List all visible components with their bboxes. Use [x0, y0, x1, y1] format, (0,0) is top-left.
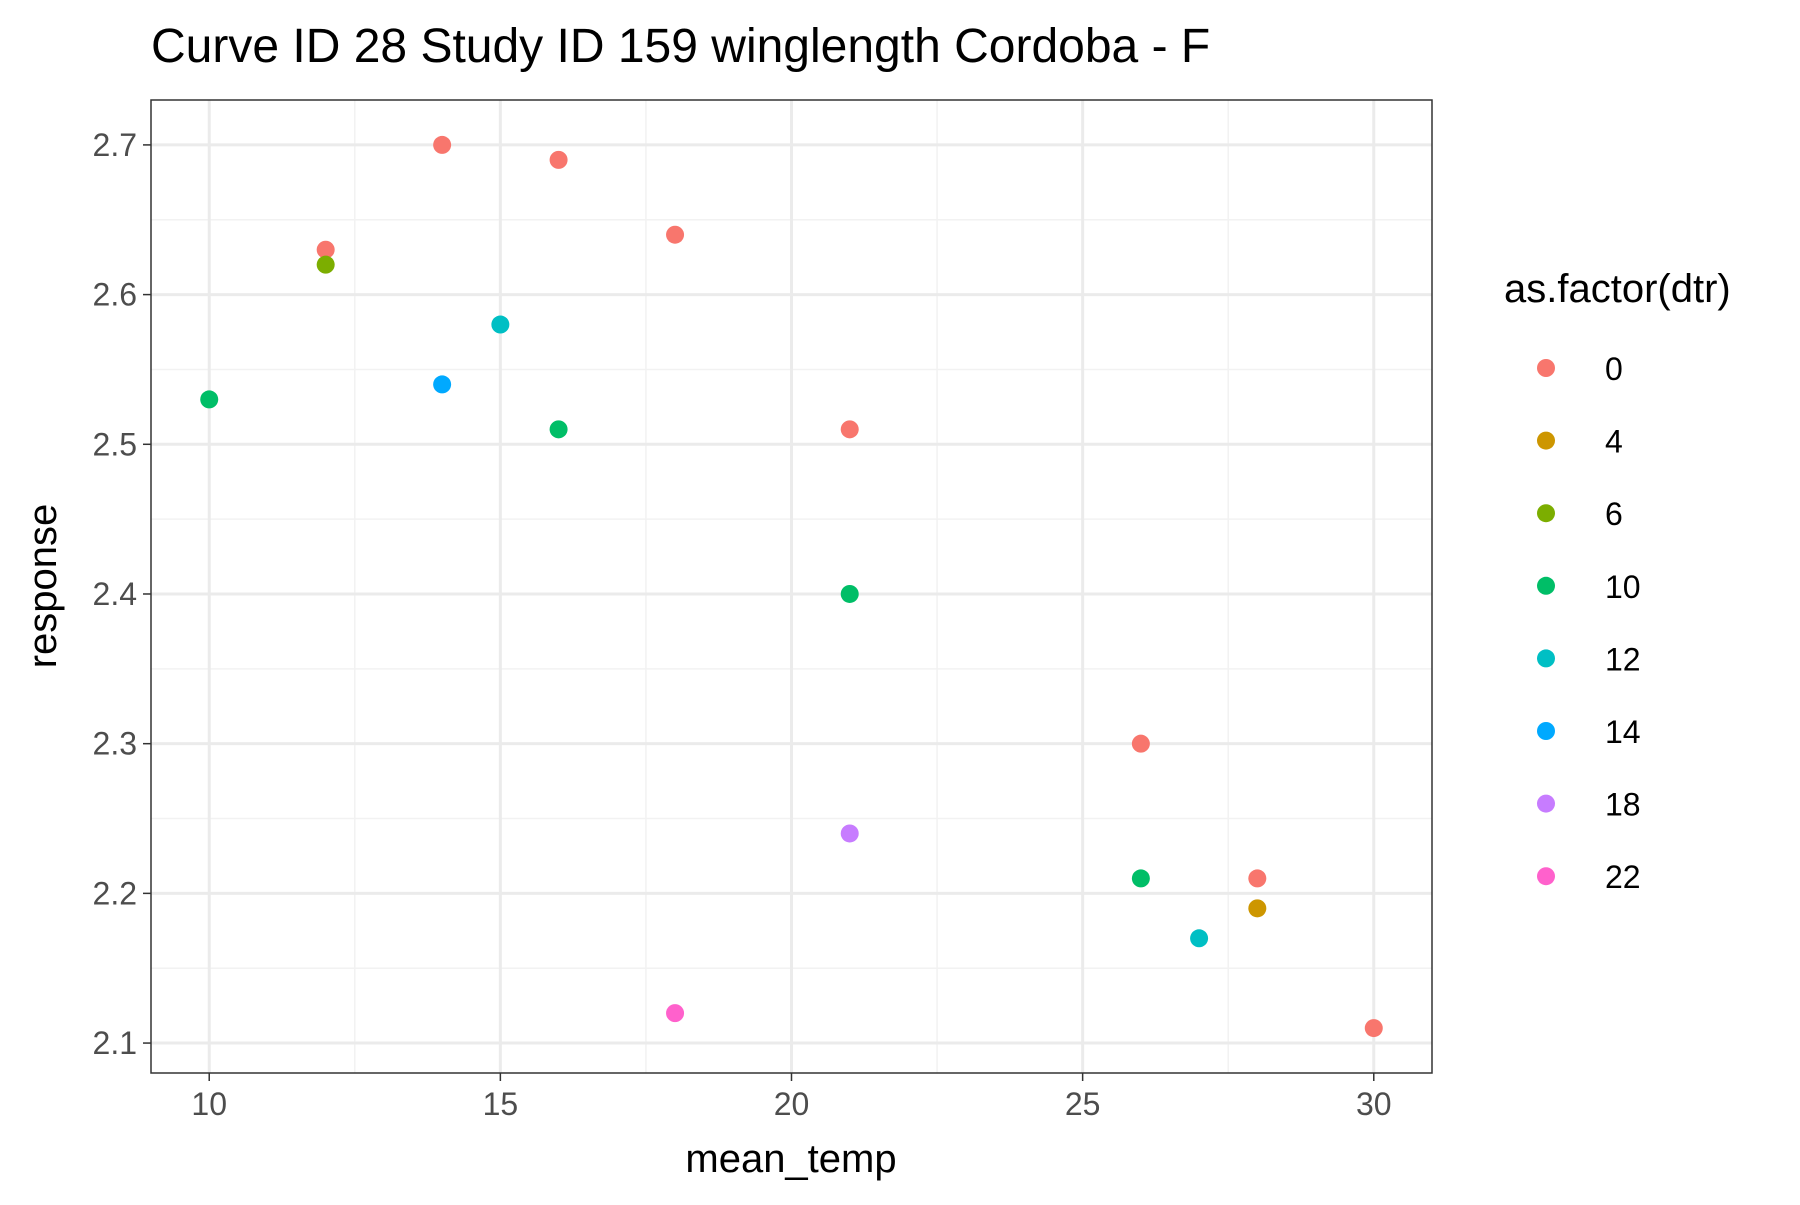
- y-tick-label: 2.4: [93, 576, 137, 612]
- data-point: [840, 824, 859, 843]
- data-point: [666, 225, 685, 244]
- legend-label: 0: [1605, 351, 1623, 387]
- legend-label: 6: [1605, 496, 1623, 532]
- chart-title: Curve ID 28 Study ID 159 winglength Cord…: [151, 20, 1210, 73]
- data-point: [1248, 869, 1267, 888]
- data-point: [549, 150, 568, 169]
- data-point: [200, 390, 219, 409]
- data-points: [200, 135, 1383, 1038]
- data-point: [1131, 869, 1150, 888]
- legend: as.factor(dtr) 0 4 6 10 12 14 18 22: [1504, 267, 1731, 895]
- data-point: [549, 420, 568, 439]
- data-point: [1190, 929, 1209, 948]
- legend-key: [1537, 504, 1555, 523]
- legend-label: 22: [1605, 859, 1641, 895]
- y-tick-label: 2.3: [93, 726, 137, 762]
- y-tick-label: 2.6: [93, 277, 137, 313]
- x-tick-label: 20: [774, 1086, 810, 1122]
- legend-label: 10: [1605, 569, 1641, 605]
- legend-key: [1537, 576, 1555, 595]
- legend-title: as.factor(dtr): [1504, 267, 1731, 311]
- x-axis-label: mean_temp: [685, 1137, 896, 1181]
- x-axis: 10 15 20 25 30: [191, 1073, 1392, 1122]
- legend-key: [1537, 359, 1555, 377]
- x-tick-label: 30: [1356, 1086, 1392, 1122]
- data-point: [1131, 734, 1150, 753]
- x-tick-label: 25: [1065, 1086, 1101, 1122]
- legend-label: 4: [1605, 424, 1623, 460]
- grid: [151, 100, 1432, 1073]
- y-tick-label: 2.1: [93, 1025, 137, 1061]
- legend-label: 14: [1605, 714, 1641, 750]
- legend-key: [1537, 649, 1555, 668]
- x-tick-label: 10: [191, 1086, 227, 1122]
- data-point: [840, 584, 859, 603]
- data-point: [316, 240, 335, 259]
- data-point: [316, 255, 335, 274]
- data-point: [666, 1004, 685, 1023]
- legend-key: [1537, 794, 1555, 813]
- data-point: [1248, 899, 1267, 918]
- data-point: [840, 420, 859, 439]
- data-point: [433, 375, 452, 394]
- y-axis-label: response: [21, 504, 65, 669]
- y-axis: 2.1 2.2 2.3 2.4 2.5 2.6 2.7: [93, 127, 151, 1061]
- legend-key: [1537, 431, 1555, 450]
- y-tick-label: 2.2: [93, 875, 137, 911]
- data-point: [433, 135, 452, 154]
- y-tick-label: 2.7: [93, 127, 137, 163]
- legend-label: 18: [1605, 787, 1641, 823]
- legend-key: [1537, 867, 1555, 886]
- y-tick-label: 2.5: [93, 426, 137, 462]
- data-point: [1364, 1019, 1383, 1038]
- x-tick-label: 15: [483, 1086, 519, 1122]
- data-point: [491, 315, 510, 334]
- legend-label: 12: [1605, 641, 1641, 677]
- legend-key: [1537, 722, 1555, 740]
